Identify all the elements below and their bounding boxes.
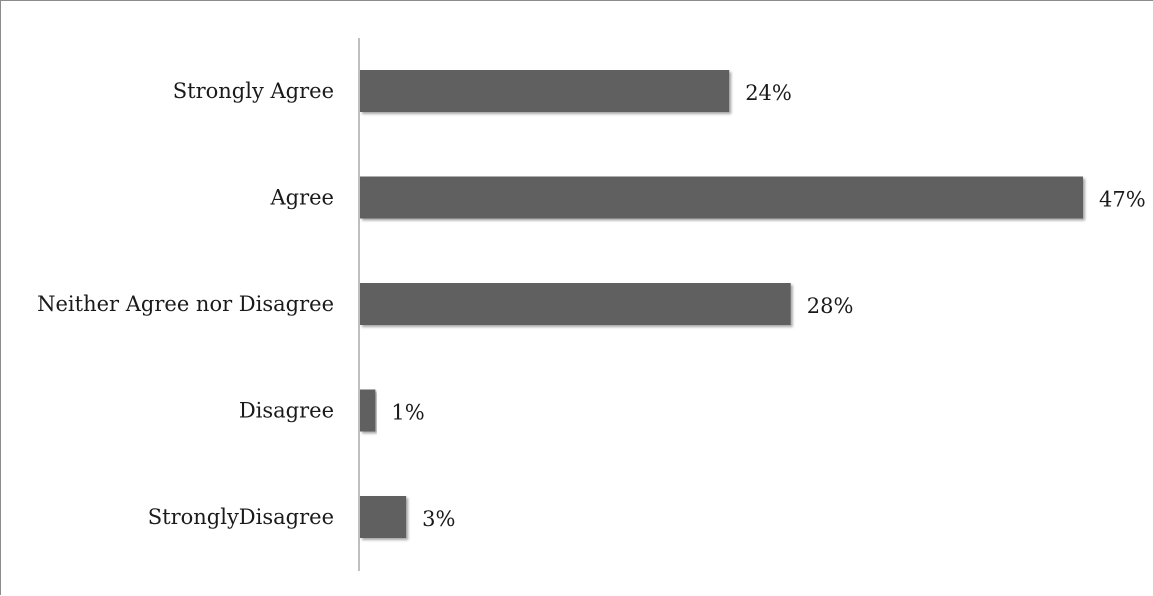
bar [360,496,407,538]
value-label: 28% [807,294,854,318]
category-label: Strongly Agree [173,79,334,103]
value-label: 1% [391,401,424,425]
category-label: Disagree [239,399,334,423]
bar [360,176,1083,219]
category-label: StronglyDisagree [148,505,334,529]
value-label: 3% [422,507,455,531]
bar [360,70,730,112]
bar [360,283,791,325]
bar [360,389,376,432]
value-label: 24% [745,81,792,105]
bars-layer: Strongly Agree 24% Agree 47% Neither Agree n… [37,70,1146,538]
category-label: Neither Agree nor Disagree [37,292,334,316]
value-label: 47% [1099,188,1146,212]
category-label: Agree [269,186,334,210]
